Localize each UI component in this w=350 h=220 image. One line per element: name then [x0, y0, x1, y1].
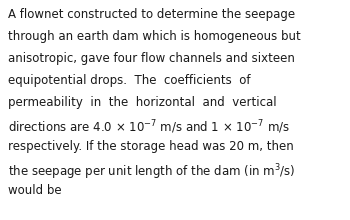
Text: A flownet constructed to determine the seepage: A flownet constructed to determine the s… — [8, 8, 295, 21]
Text: anisotropic, gave four flow channels and sixteen: anisotropic, gave four flow channels and… — [8, 52, 295, 65]
Text: directions are 4.0 × 10$^{-7}$ m/s and 1 × 10$^{-7}$ m/s: directions are 4.0 × 10$^{-7}$ m/s and 1… — [8, 118, 290, 136]
Text: through an earth dam which is homogeneous but: through an earth dam which is homogeneou… — [8, 30, 301, 43]
Text: equipotential drops.  The  coefficients  of: equipotential drops. The coefficients of — [8, 74, 251, 87]
Text: the seepage per unit length of the dam (in m$^{3}$/s): the seepage per unit length of the dam (… — [8, 162, 295, 181]
Text: would be: would be — [8, 184, 62, 197]
Text: respectively. If the storage head was 20 m, then: respectively. If the storage head was 20… — [8, 140, 294, 153]
Text: permeability  in  the  horizontal  and  vertical: permeability in the horizontal and verti… — [8, 96, 276, 109]
